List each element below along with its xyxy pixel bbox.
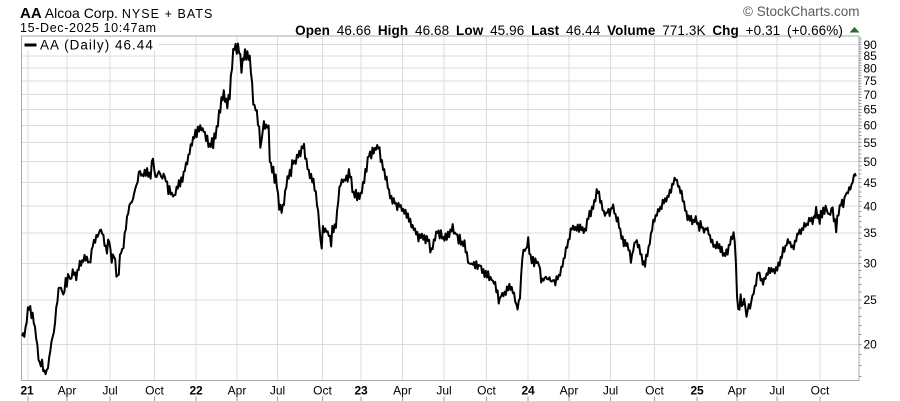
svg-text:Jul: Jul — [436, 384, 451, 398]
svg-text:Oct: Oct — [645, 384, 664, 398]
svg-text:Jul: Jul — [270, 384, 285, 398]
svg-text:AA (Daily) 46.44: AA (Daily) 46.44 — [40, 38, 154, 53]
svg-text:65: 65 — [864, 103, 878, 117]
svg-text:Apr: Apr — [228, 384, 247, 398]
svg-text:Oct: Oct — [811, 384, 830, 398]
svg-text:Apr: Apr — [58, 384, 77, 398]
svg-text:24: 24 — [522, 384, 535, 398]
svg-text:30: 30 — [864, 257, 878, 271]
svg-text:Jul: Jul — [102, 384, 117, 398]
svg-text:Oct: Oct — [477, 384, 496, 398]
svg-text:Oct: Oct — [145, 384, 164, 398]
svg-text:Jul: Jul — [769, 384, 784, 398]
svg-text:Apr: Apr — [393, 384, 412, 398]
svg-text:Jul: Jul — [603, 384, 618, 398]
svg-text:25: 25 — [691, 384, 704, 398]
svg-text:25: 25 — [864, 293, 878, 307]
svg-text:23: 23 — [355, 384, 368, 398]
svg-text:Apr: Apr — [560, 384, 579, 398]
svg-text:40: 40 — [864, 199, 878, 213]
svg-text:75: 75 — [864, 74, 878, 88]
svg-text:85: 85 — [864, 49, 878, 63]
svg-text:50: 50 — [864, 155, 878, 169]
svg-text:45: 45 — [864, 176, 878, 190]
svg-text:35: 35 — [864, 226, 878, 240]
svg-text:Oct: Oct — [313, 384, 332, 398]
svg-text:20: 20 — [864, 338, 878, 352]
svg-text:70: 70 — [864, 88, 878, 102]
svg-text:55: 55 — [864, 136, 878, 150]
svg-text:Apr: Apr — [728, 384, 747, 398]
svg-text:21: 21 — [21, 384, 34, 398]
svg-text:60: 60 — [864, 119, 878, 133]
svg-text:22: 22 — [190, 384, 203, 398]
svg-text:80: 80 — [864, 61, 878, 75]
svg-text:90: 90 — [864, 38, 878, 52]
